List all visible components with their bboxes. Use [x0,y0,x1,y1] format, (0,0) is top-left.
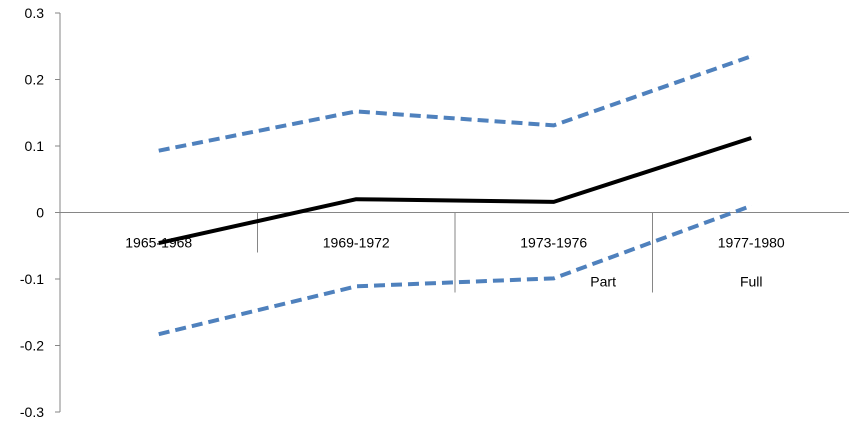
y-tick-label: 0.3 [25,5,45,21]
x-axis [60,212,849,293]
series-line-estimate [158,136,752,246]
y-tick-label: 0 [36,205,44,221]
x-category-label: 1973-1976 [520,235,587,251]
x-category-label: 1977-1980 [718,235,785,251]
x-group-label: Part [590,274,616,290]
x-category-label: 1965-1968 [125,235,192,251]
y-tick-label: -0.2 [20,338,44,354]
y-tick-label: -0.1 [20,271,44,287]
y-tick-label: 0.2 [25,72,45,88]
x-category-label: 1969-1972 [323,235,390,251]
y-tick-label: -0.3 [20,404,44,420]
series-layer [158,54,752,337]
y-tick-label: 0.1 [25,138,45,154]
series-line-upper-bound [158,54,752,153]
y-axis: -0.3 -0.2 -0.1 0 0.1 0.2 0.3 [20,5,61,420]
x-group-label: Full [740,274,763,290]
category-labels: 1965-1968 1969-1972 1973-1976 1977-1980 Part… [125,235,785,290]
